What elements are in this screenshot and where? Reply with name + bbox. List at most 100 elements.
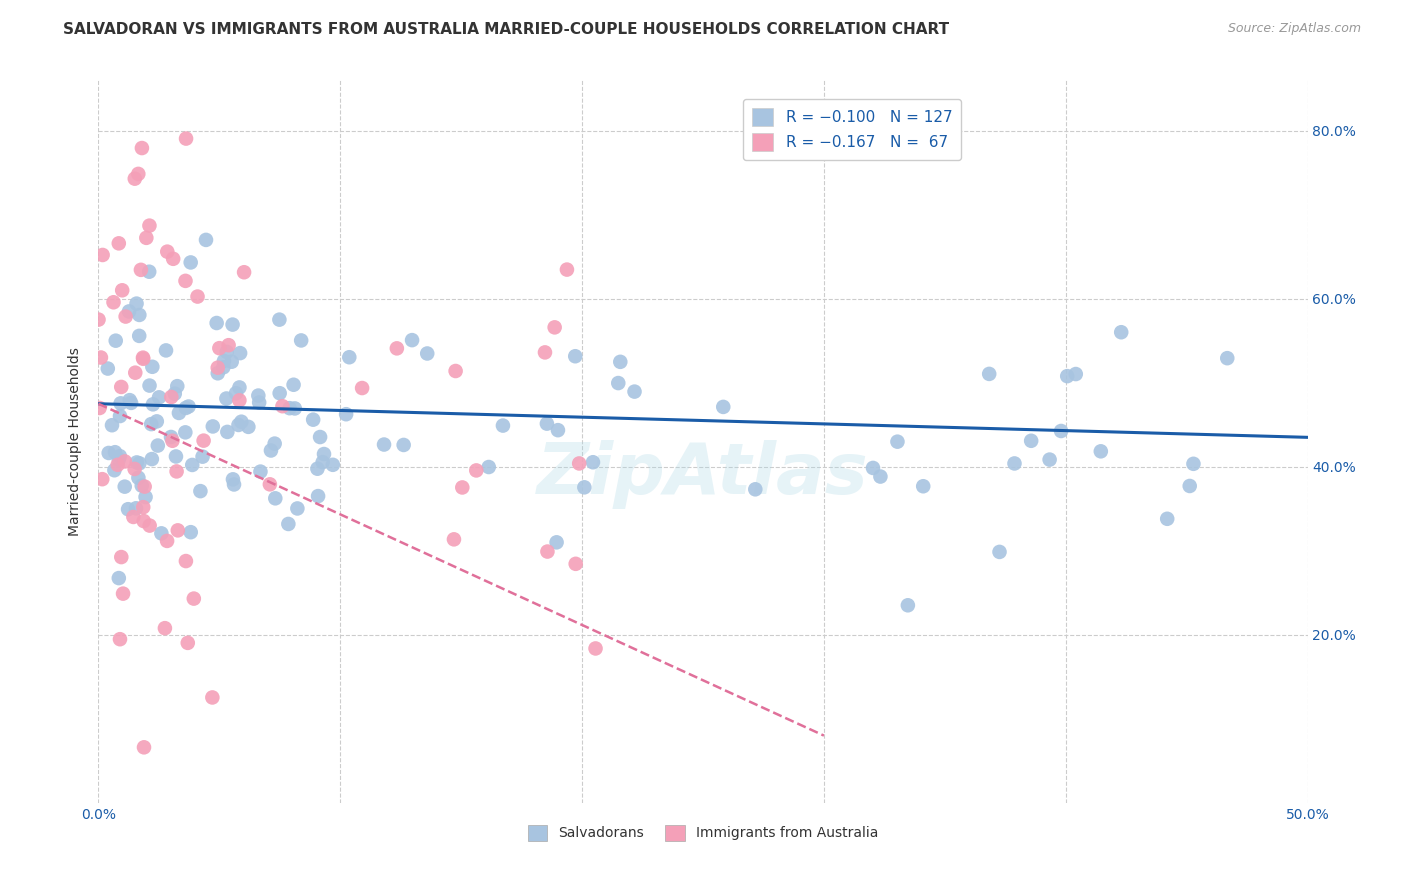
Point: [107, 458, 129, 472]
Point: [335, 407, 357, 421]
Point: [218, 338, 240, 352]
Point: [307, 461, 329, 475]
Point: [886, 434, 908, 449]
Point: [238, 420, 260, 434]
Point: [142, 397, 165, 411]
Point: [150, 526, 173, 541]
Point: [97, 361, 120, 376]
Point: [111, 283, 134, 297]
Point: [555, 262, 578, 277]
Point: [128, 308, 150, 322]
Point: [222, 477, 245, 491]
Point: [862, 461, 884, 475]
Point: [132, 351, 155, 366]
Point: [212, 354, 235, 368]
Point: [114, 480, 136, 494]
Point: [177, 400, 200, 414]
Text: Source: ZipAtlas.com: Source: ZipAtlas.com: [1227, 22, 1361, 36]
Point: [309, 430, 332, 444]
Point: [373, 437, 395, 451]
Point: [110, 550, 132, 565]
Point: [222, 472, 245, 486]
Point: [107, 236, 129, 251]
Point: [141, 417, 163, 431]
Point: [162, 434, 184, 448]
Point: [138, 219, 160, 233]
Point: [186, 289, 208, 303]
Point: [128, 456, 150, 470]
Point: [181, 458, 204, 472]
Point: [221, 355, 243, 369]
Point: [146, 439, 169, 453]
Point: [547, 423, 569, 437]
Point: [190, 484, 212, 499]
Point: [108, 449, 131, 463]
Point: [163, 386, 186, 401]
Point: [177, 636, 200, 650]
Point: [231, 415, 253, 429]
Point: [174, 425, 197, 440]
Point: [108, 452, 131, 467]
Point: [127, 471, 149, 485]
Point: [127, 167, 149, 181]
Point: [97, 446, 120, 460]
Point: [247, 395, 270, 409]
Point: [103, 295, 125, 310]
Point: [302, 412, 325, 426]
Point: [1019, 434, 1042, 448]
Point: [207, 360, 229, 375]
Point: [131, 141, 153, 155]
Point: [141, 452, 163, 467]
Point: [312, 455, 335, 469]
Point: [546, 535, 568, 549]
Point: [536, 544, 558, 558]
Y-axis label: Married-couple Households: Married-couple Households: [69, 347, 83, 536]
Point: [465, 463, 488, 477]
Point: [1178, 479, 1201, 493]
Point: [284, 401, 307, 416]
Point: [307, 489, 329, 503]
Point: [114, 310, 136, 324]
Point: [217, 425, 239, 439]
Point: [221, 318, 243, 332]
Point: [271, 399, 294, 413]
Point: [543, 320, 565, 334]
Point: [564, 557, 586, 571]
Point: [269, 312, 291, 326]
Point: [91, 248, 114, 262]
Point: [112, 587, 135, 601]
Point: [312, 447, 335, 461]
Text: ZipAtlas: ZipAtlas: [537, 440, 869, 508]
Point: [166, 524, 188, 538]
Point: [609, 355, 631, 369]
Point: [180, 255, 202, 269]
Point: [132, 351, 155, 365]
Point: [125, 455, 148, 469]
Point: [174, 131, 197, 145]
Point: [229, 346, 252, 360]
Point: [193, 434, 215, 448]
Point: [1156, 512, 1178, 526]
Point: [174, 274, 197, 288]
Point: [120, 396, 142, 410]
Point: [744, 483, 766, 497]
Point: [283, 377, 305, 392]
Point: [278, 401, 301, 416]
Point: [208, 341, 231, 355]
Point: [451, 480, 474, 494]
Point: [110, 380, 132, 394]
Point: [1004, 457, 1026, 471]
Point: [264, 491, 287, 506]
Point: [124, 462, 146, 476]
Point: [160, 430, 183, 444]
Point: [1090, 444, 1112, 458]
Point: [443, 533, 465, 547]
Point: [322, 458, 344, 472]
Point: [277, 516, 299, 531]
Point: [122, 510, 145, 524]
Point: [401, 333, 423, 347]
Point: [104, 445, 127, 459]
Point: [1050, 424, 1073, 438]
Point: [201, 690, 224, 705]
Point: [897, 599, 920, 613]
